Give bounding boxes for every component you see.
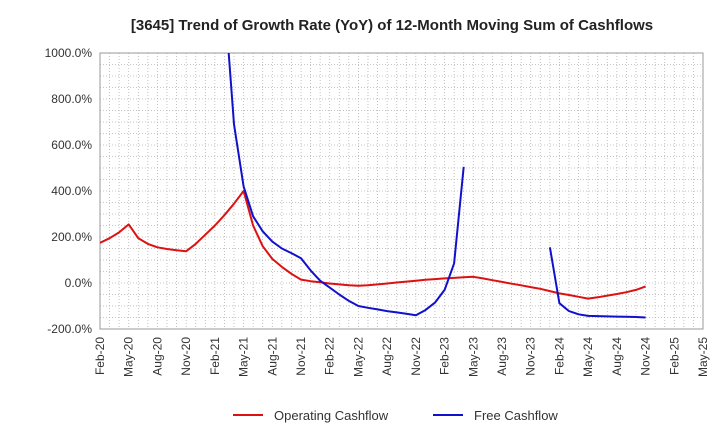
x-tick-label: Feb-20 xyxy=(93,337,107,375)
series-line-free-cashflow xyxy=(227,53,465,317)
x-tick-label: May-25 xyxy=(696,337,710,377)
y-axis-ticks: -200.0% 0.0% 200.0% 400.0% 600.0% 800.0% 1000.… xyxy=(45,46,93,336)
x-tick-label: Feb-24 xyxy=(552,337,566,375)
x-tick-label: Feb-22 xyxy=(323,337,337,375)
y-tick-label: 1000.0% xyxy=(45,46,93,60)
x-tick-label: May-22 xyxy=(351,337,365,377)
y-tick-label: 600.0% xyxy=(51,138,92,152)
y-tick-label: 800.0% xyxy=(51,92,92,106)
plot-area-frame xyxy=(99,52,704,330)
x-tick-label: Nov-24 xyxy=(639,337,653,376)
x-tick-label: Nov-23 xyxy=(524,337,538,376)
x-tick-label: Aug-21 xyxy=(265,337,279,376)
legend-label-free-cashflow: Free Cashflow xyxy=(474,408,558,423)
series-line-free-cashflow xyxy=(548,247,646,319)
x-tick-label: Nov-22 xyxy=(409,337,423,376)
x-tick-label: Feb-21 xyxy=(208,337,222,375)
x-tick-label: Aug-20 xyxy=(150,337,164,376)
grid xyxy=(99,52,704,330)
y-tick-label: 400.0% xyxy=(51,184,92,198)
series-lines xyxy=(100,53,646,319)
legend-label-operating-cashflow: Operating Cashflow xyxy=(274,408,389,423)
x-tick-label: May-24 xyxy=(581,337,595,377)
series-line-operating-cashflow xyxy=(100,190,646,300)
x-tick-label: May-23 xyxy=(466,337,480,377)
x-tick-label: Aug-24 xyxy=(610,337,624,376)
x-axis-ticks: Feb-20 May-20 Aug-20 Nov-20 Feb-21 May-21 Aug-… xyxy=(93,337,710,377)
x-tick-label: Feb-23 xyxy=(438,337,452,375)
x-tick-label: Aug-23 xyxy=(495,337,509,376)
y-tick-label: 0.0% xyxy=(65,276,93,290)
legend: Operating Cashflow Free Cashflow xyxy=(233,408,558,423)
x-tick-label: Nov-20 xyxy=(179,337,193,376)
chart-title: [3645] Trend of Growth Rate (YoY) of 12-… xyxy=(131,17,653,34)
y-tick-label: -200.0% xyxy=(47,322,92,336)
x-tick-label: May-21 xyxy=(237,337,251,377)
x-tick-label: Feb-25 xyxy=(667,337,681,375)
x-tick-label: May-20 xyxy=(122,337,136,377)
y-tick-label: 200.0% xyxy=(51,230,92,244)
x-tick-label: Nov-21 xyxy=(294,337,308,376)
x-tick-label: Aug-22 xyxy=(380,337,394,376)
